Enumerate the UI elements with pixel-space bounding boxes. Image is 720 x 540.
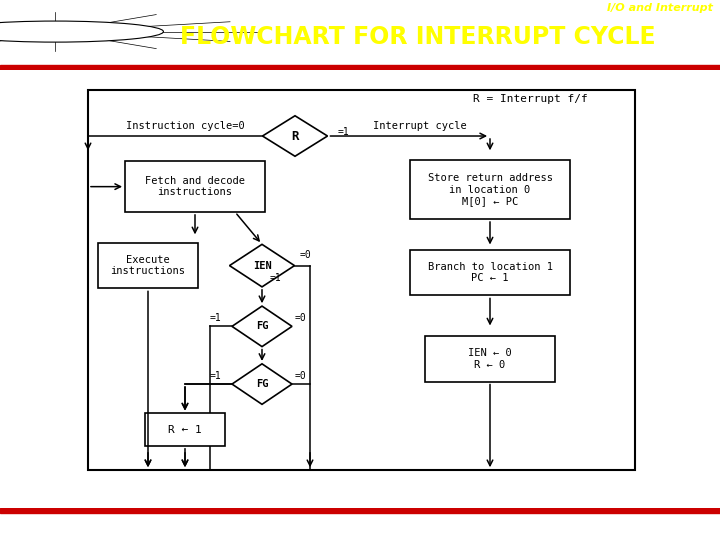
Text: FLOWCHART FOR INTERRUPT CYCLE: FLOWCHART FOR INTERRUPT CYCLE xyxy=(180,24,655,49)
FancyBboxPatch shape xyxy=(145,414,225,446)
Text: =1: =1 xyxy=(210,313,222,323)
Text: Interrupt cycle: Interrupt cycle xyxy=(373,121,467,131)
Text: IEN ← 0
R ← 0: IEN ← 0 R ← 0 xyxy=(468,348,512,369)
Polygon shape xyxy=(263,116,328,156)
FancyBboxPatch shape xyxy=(410,250,570,295)
Text: FG: FG xyxy=(256,379,269,389)
FancyBboxPatch shape xyxy=(0,5,115,64)
Circle shape xyxy=(0,9,286,54)
Text: =1: =1 xyxy=(210,371,222,381)
Circle shape xyxy=(0,21,163,42)
Polygon shape xyxy=(232,364,292,404)
Text: =1: =1 xyxy=(270,273,282,283)
Text: R = Interrupt f/f: R = Interrupt f/f xyxy=(472,93,588,104)
Bar xyxy=(0,508,720,514)
Text: Execute
instructions: Execute instructions xyxy=(110,255,186,276)
Text: R ← 1: R ← 1 xyxy=(168,424,202,435)
Text: I/O and Interrupt: I/O and Interrupt xyxy=(607,3,713,13)
Text: U2.44: U2.44 xyxy=(678,522,713,531)
Text: IEN: IEN xyxy=(253,261,271,271)
FancyBboxPatch shape xyxy=(98,243,198,288)
Text: Branch to location 1
PC ← 1: Branch to location 1 PC ← 1 xyxy=(428,262,552,284)
FancyBboxPatch shape xyxy=(425,336,555,382)
Text: =0: =0 xyxy=(295,371,307,381)
Text: =0: =0 xyxy=(295,313,307,323)
Text: Fetch and decode
instructions: Fetch and decode instructions xyxy=(145,176,245,198)
Text: © Bharati Vidyapeeth's Institute of Computer Applications and Management, New De: © Bharati Vidyapeeth's Institute of Comp… xyxy=(7,522,495,531)
Polygon shape xyxy=(230,244,294,287)
FancyBboxPatch shape xyxy=(125,161,265,212)
Bar xyxy=(0,65,720,70)
Text: =0: =0 xyxy=(300,251,311,260)
Text: FG: FG xyxy=(256,321,269,332)
Text: R: R xyxy=(292,130,299,143)
Text: Store return address
in location 0
M[0] ← PC: Store return address in location 0 M[0] … xyxy=(428,173,552,206)
FancyBboxPatch shape xyxy=(410,160,570,219)
Text: =1: =1 xyxy=(338,127,349,137)
Polygon shape xyxy=(232,306,292,347)
Text: Instruction cycle=0: Instruction cycle=0 xyxy=(125,121,244,131)
